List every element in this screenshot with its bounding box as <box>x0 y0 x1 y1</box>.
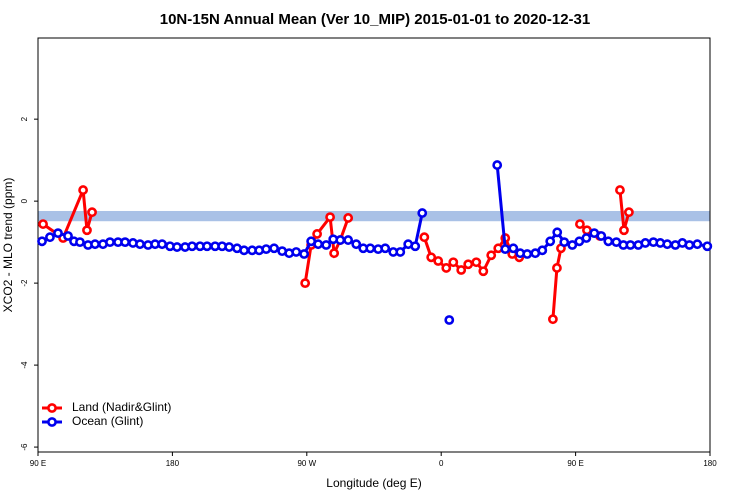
data-point <box>624 207 634 218</box>
data-point <box>343 235 354 245</box>
data-point <box>321 240 332 250</box>
y-axis-title: XCO2 - MLO trend (ppm) <box>1 178 15 313</box>
data-point <box>417 208 428 218</box>
data-point <box>471 257 482 268</box>
data-point <box>202 241 212 252</box>
data-point <box>448 257 459 268</box>
data-point <box>239 245 249 256</box>
data-point <box>261 244 272 254</box>
data-point <box>702 241 713 252</box>
data-point <box>500 244 511 254</box>
data-point <box>581 233 592 243</box>
legend-marker <box>47 403 57 413</box>
data-point <box>441 263 452 273</box>
x-tick-label: 180 <box>703 459 717 468</box>
data-point <box>619 225 629 236</box>
reference-band <box>38 210 710 222</box>
data-point <box>552 263 562 273</box>
data-point <box>75 237 85 248</box>
data-point <box>410 241 421 252</box>
data-point <box>53 228 63 239</box>
data-point <box>343 213 354 223</box>
data-point <box>419 232 430 243</box>
data-point <box>426 252 437 263</box>
data-point <box>365 243 376 254</box>
data-point <box>82 225 92 236</box>
data-point <box>325 212 335 223</box>
data-point <box>313 239 324 250</box>
x-axis-title: Longitude (deg E) <box>326 476 421 490</box>
data-point <box>90 239 100 250</box>
data-point <box>329 248 340 259</box>
data-point <box>463 259 474 270</box>
data-point <box>692 239 703 250</box>
data-point <box>615 185 625 195</box>
data-point <box>63 231 73 241</box>
data-point <box>45 232 55 243</box>
data-point <box>157 239 167 250</box>
data-point <box>291 247 302 257</box>
data-point <box>38 219 48 229</box>
data-point <box>640 238 651 248</box>
y-tick-label: 0 <box>20 198 29 203</box>
legend-marker <box>47 417 57 427</box>
legend-label: Ocean (Glint) <box>72 414 143 428</box>
data-point <box>567 240 578 250</box>
y-tick-label: -4 <box>20 361 29 369</box>
data-point <box>444 315 455 325</box>
data-point <box>552 227 563 238</box>
data-point <box>684 240 695 250</box>
data-point <box>299 249 310 259</box>
y-tick-label: 2 <box>20 116 29 121</box>
data-point <box>486 250 497 261</box>
data-point <box>596 231 607 241</box>
data-point <box>312 229 323 239</box>
data-point <box>395 247 406 257</box>
data-point <box>351 239 362 250</box>
data-point <box>37 236 47 247</box>
data-point <box>120 237 130 248</box>
x-tick-label: 0 <box>439 459 444 468</box>
data-point <box>135 239 145 250</box>
legend-label: Land (Nadir&Glint) <box>72 400 171 414</box>
data-point <box>478 266 489 277</box>
data-point <box>105 237 115 248</box>
data-point <box>537 245 548 256</box>
data-point <box>625 240 636 250</box>
data-point <box>508 243 519 254</box>
data-point <box>300 278 311 289</box>
data-point <box>380 243 391 254</box>
chart-title: 10N-15N Annual Mean (Ver 10_MIP) 2015-01… <box>160 11 590 28</box>
x-tick-label: 180 <box>166 459 180 468</box>
y-tick-label: -6 <box>20 443 29 451</box>
data-point <box>172 242 182 252</box>
data-point <box>335 235 346 245</box>
x-tick-label: 90 W <box>297 459 316 468</box>
data-point <box>548 314 558 325</box>
data-point <box>456 265 467 275</box>
data-point <box>187 241 198 252</box>
data-point <box>662 239 673 250</box>
data-point <box>87 207 97 218</box>
data-point <box>603 236 614 247</box>
data-point <box>78 185 88 195</box>
data-point <box>433 256 444 266</box>
y-tick-label: -2 <box>20 279 29 287</box>
x-tick-label: 90 E <box>567 459 583 468</box>
data-point <box>575 219 585 229</box>
data-point <box>545 236 556 247</box>
data-point <box>224 242 235 252</box>
data-point <box>559 237 570 248</box>
x-tick-label: 90 E <box>30 459 46 468</box>
data-point <box>522 249 533 259</box>
data-point <box>269 243 279 254</box>
data-point <box>492 160 503 170</box>
